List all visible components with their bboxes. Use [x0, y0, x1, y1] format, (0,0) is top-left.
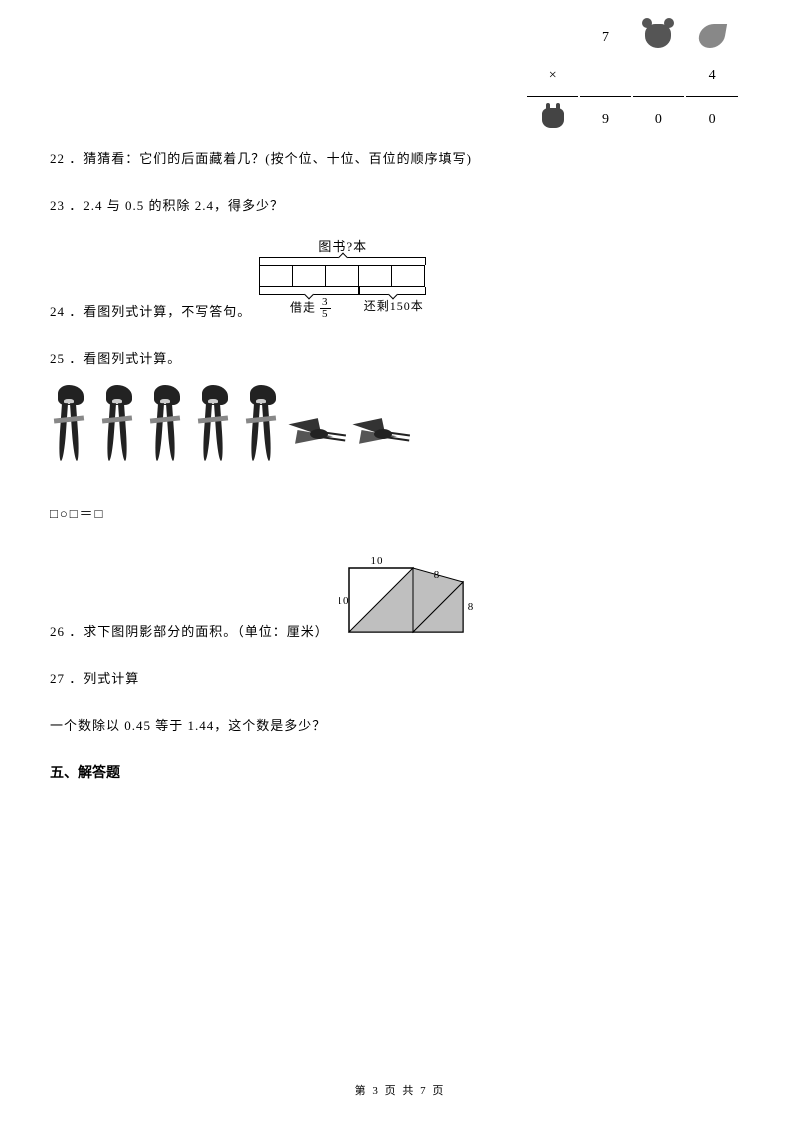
- section-5-header: 五、解答题: [50, 762, 750, 782]
- tape-cell: [325, 265, 359, 287]
- dim-big-top: 10: [370, 555, 383, 567]
- question-24-text: 24 ．看图列式计算，不写答句。: [50, 301, 251, 320]
- remain-label: 还剩150本: [361, 297, 426, 320]
- dim-small-right: 8: [468, 601, 475, 613]
- question-24-row: 24 ．看图列式计算，不写答句。 图书?本 借走 3 5: [50, 236, 750, 320]
- frac-den: 5: [320, 309, 331, 320]
- shaded-area-figure: 10 10 8 8: [339, 550, 489, 640]
- brace-top-icon: [259, 257, 426, 265]
- question-23: 23 ．2.4 与 0.5 的积除 2.4，得多少？: [50, 195, 750, 214]
- page-footer: 第 3 页 共 7 页: [0, 1082, 800, 1098]
- question-26-text: 26 ．求下图阴影部分的面积。（单位：厘米）: [50, 621, 329, 640]
- question-26-row: 26 ．求下图阴影部分的面积。（单位：厘米） 10 10 8 8: [50, 550, 750, 640]
- brace-bottom-right-icon: [359, 287, 426, 295]
- swallow-standing-icon: [50, 385, 92, 463]
- tape-cell: [259, 265, 293, 287]
- swallow-flying-icon: [290, 415, 348, 463]
- swallow-standing-icon: [146, 385, 188, 463]
- swallow-standing-icon: [242, 385, 284, 463]
- equation-placeholder: □○□＝□: [50, 503, 750, 522]
- tape-cells: [259, 265, 426, 287]
- question-22: 22 ．猜猜看：它们的后面藏着几？(按个位、十位、百位的顺序填写): [50, 148, 750, 167]
- dim-small-top: 8: [434, 569, 441, 581]
- brace-bottom-left-icon: [259, 287, 359, 295]
- tape-cell: [391, 265, 425, 287]
- dim-big-left: 10: [339, 595, 350, 607]
- page-content: 22 ．猜猜看：它们的后面藏着几？(按个位、十位、百位的顺序填写) 23 ．2.…: [50, 40, 750, 782]
- tape-labels: 借走 3 5 还剩150本: [259, 297, 426, 320]
- borrowed-prefix: 借走: [290, 300, 316, 314]
- swallow-standing-icon: [194, 385, 236, 463]
- tape-cell: [292, 265, 326, 287]
- swallows-figure: [50, 385, 750, 463]
- borrowed-fraction: 3 5: [320, 297, 331, 320]
- question-25: 25 ．看图列式计算。: [50, 348, 750, 367]
- question-27: 27 ．列式计算: [50, 668, 750, 687]
- tape-cell: [358, 265, 392, 287]
- tape-diagram: 图书?本 借走 3 5 还: [259, 236, 426, 320]
- question-27-body: 一个数除以 0.45 等于 1.44，这个数是多少？: [50, 715, 750, 734]
- swallow-flying-icon: [354, 415, 412, 463]
- swallow-standing-icon: [98, 385, 140, 463]
